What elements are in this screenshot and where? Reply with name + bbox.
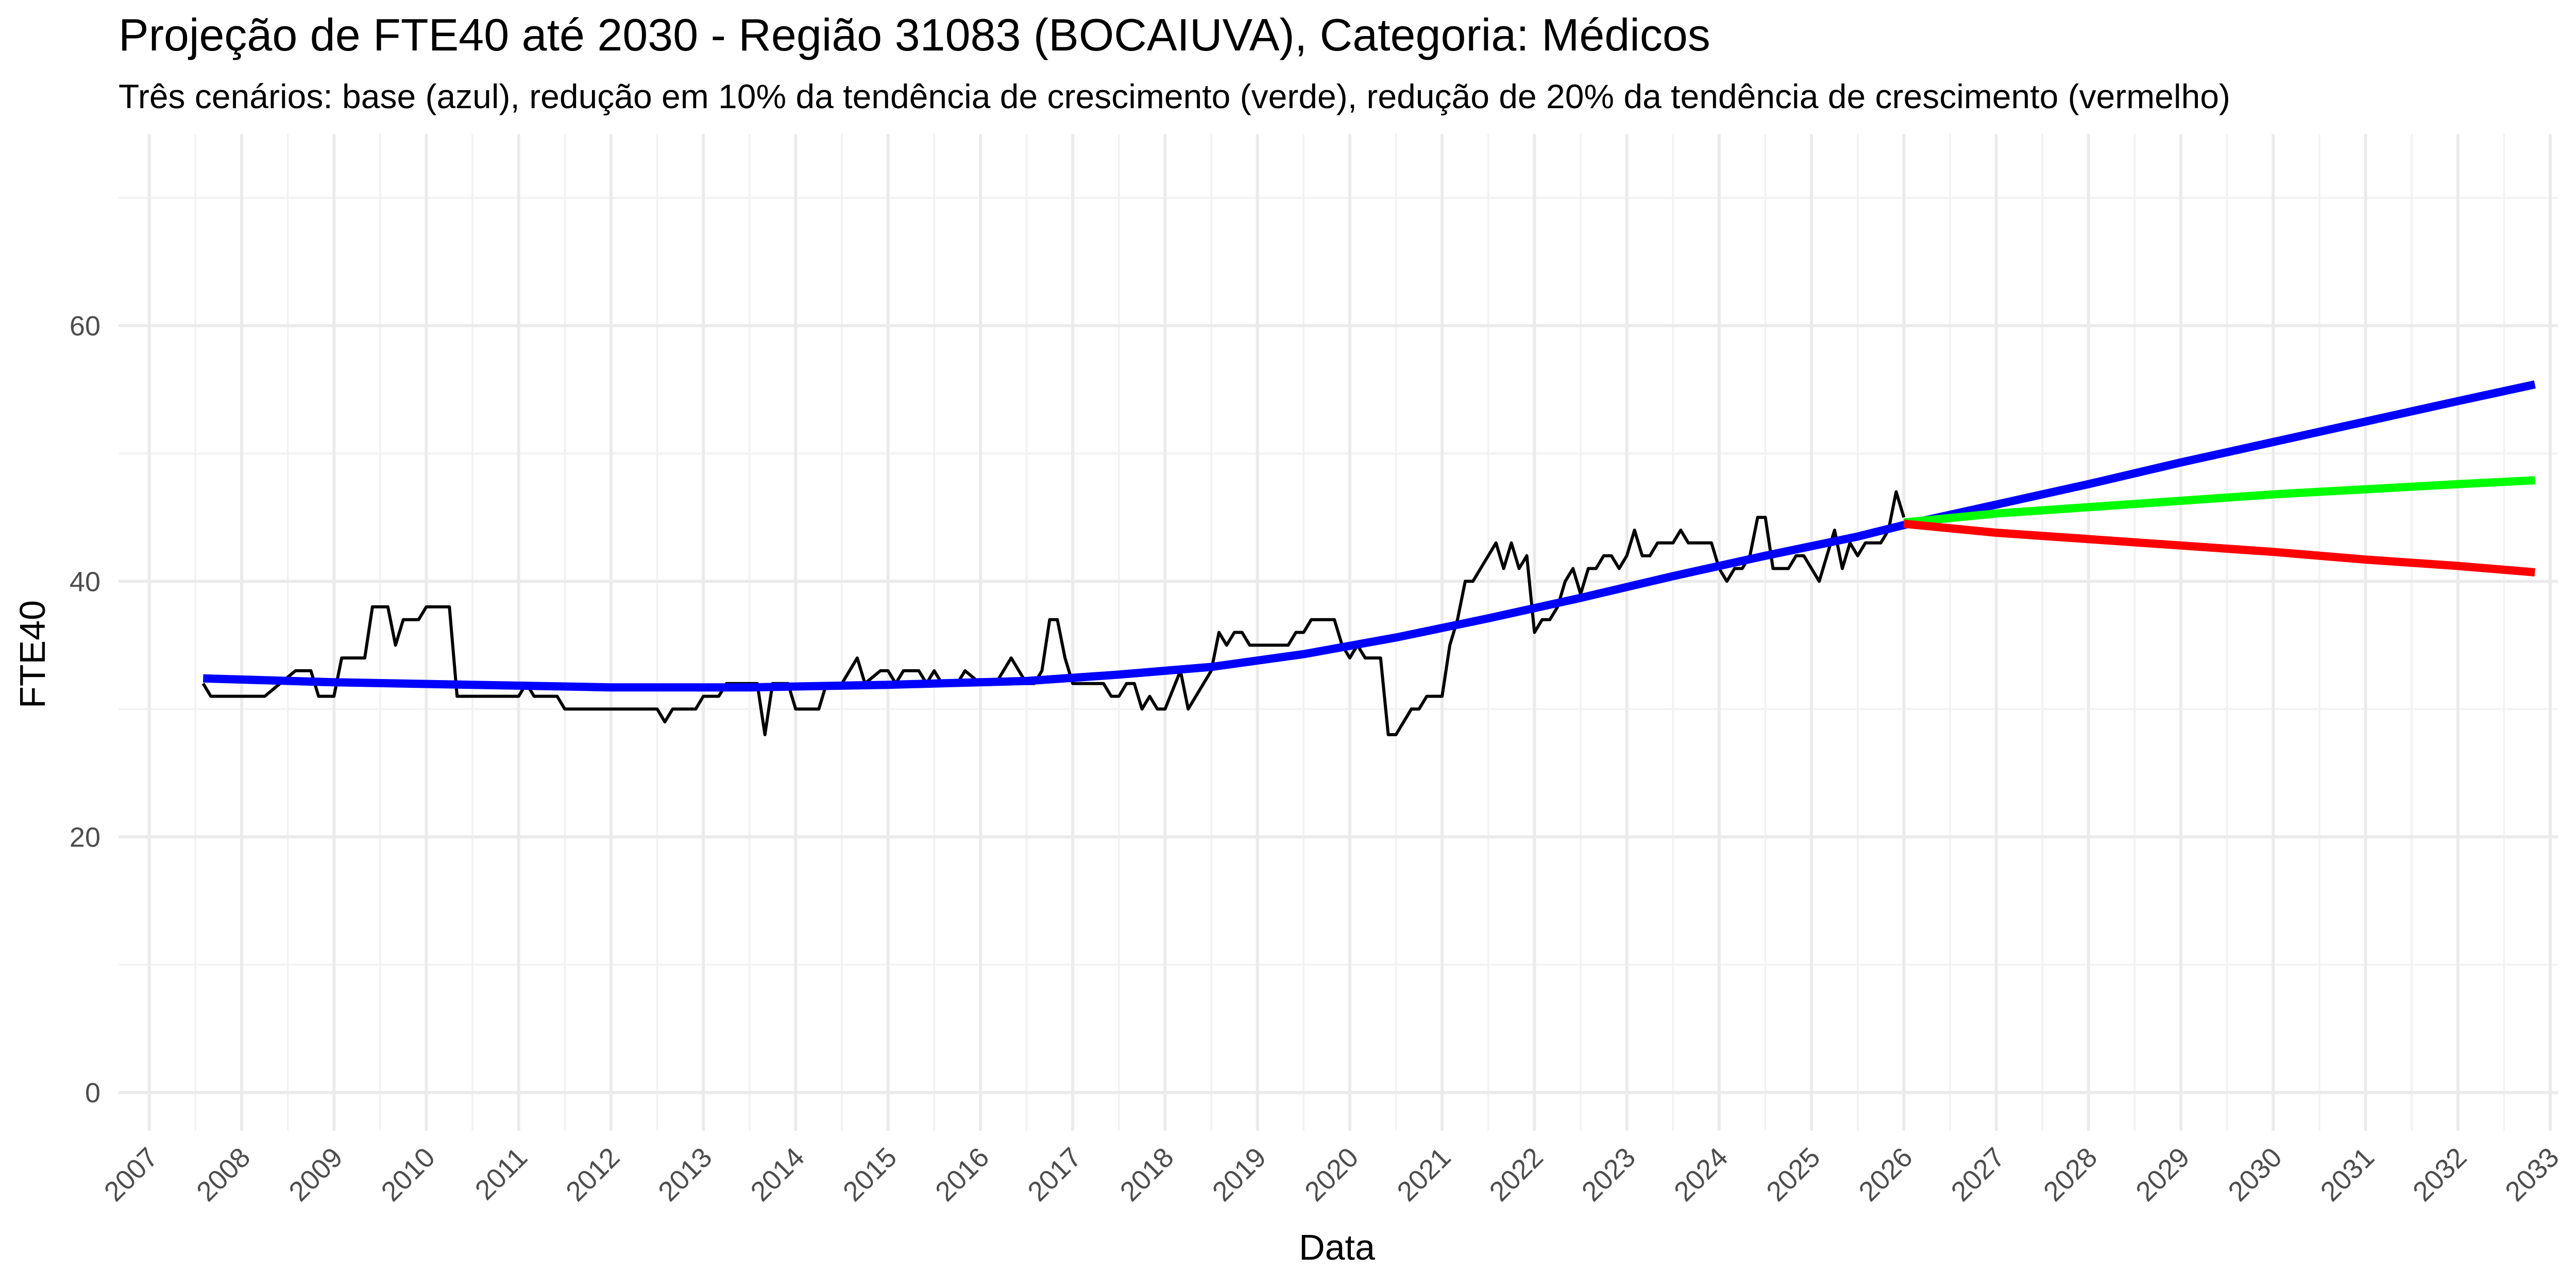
y-tick-label: 20 (70, 822, 100, 853)
y-tick-label: 40 (70, 566, 100, 597)
y-tick-label: 0 (85, 1078, 100, 1109)
x-axis-title: Data (1299, 1227, 1375, 1267)
series-line-observed (201, 490, 1906, 736)
y-tick-label: 60 (70, 311, 100, 342)
grid (118, 134, 2558, 1131)
series-line-red (1903, 519, 2535, 577)
series-layer (201, 380, 2536, 736)
series-line-green (1903, 476, 2535, 527)
chart-subtitle: Três cenários: base (azul), redução em 1… (118, 77, 2230, 115)
chart-title: Projeção de FTE40 até 2030 - Região 3108… (118, 9, 1710, 60)
y-axis-title: FTE40 (12, 600, 53, 708)
series-line-base (203, 380, 2536, 692)
